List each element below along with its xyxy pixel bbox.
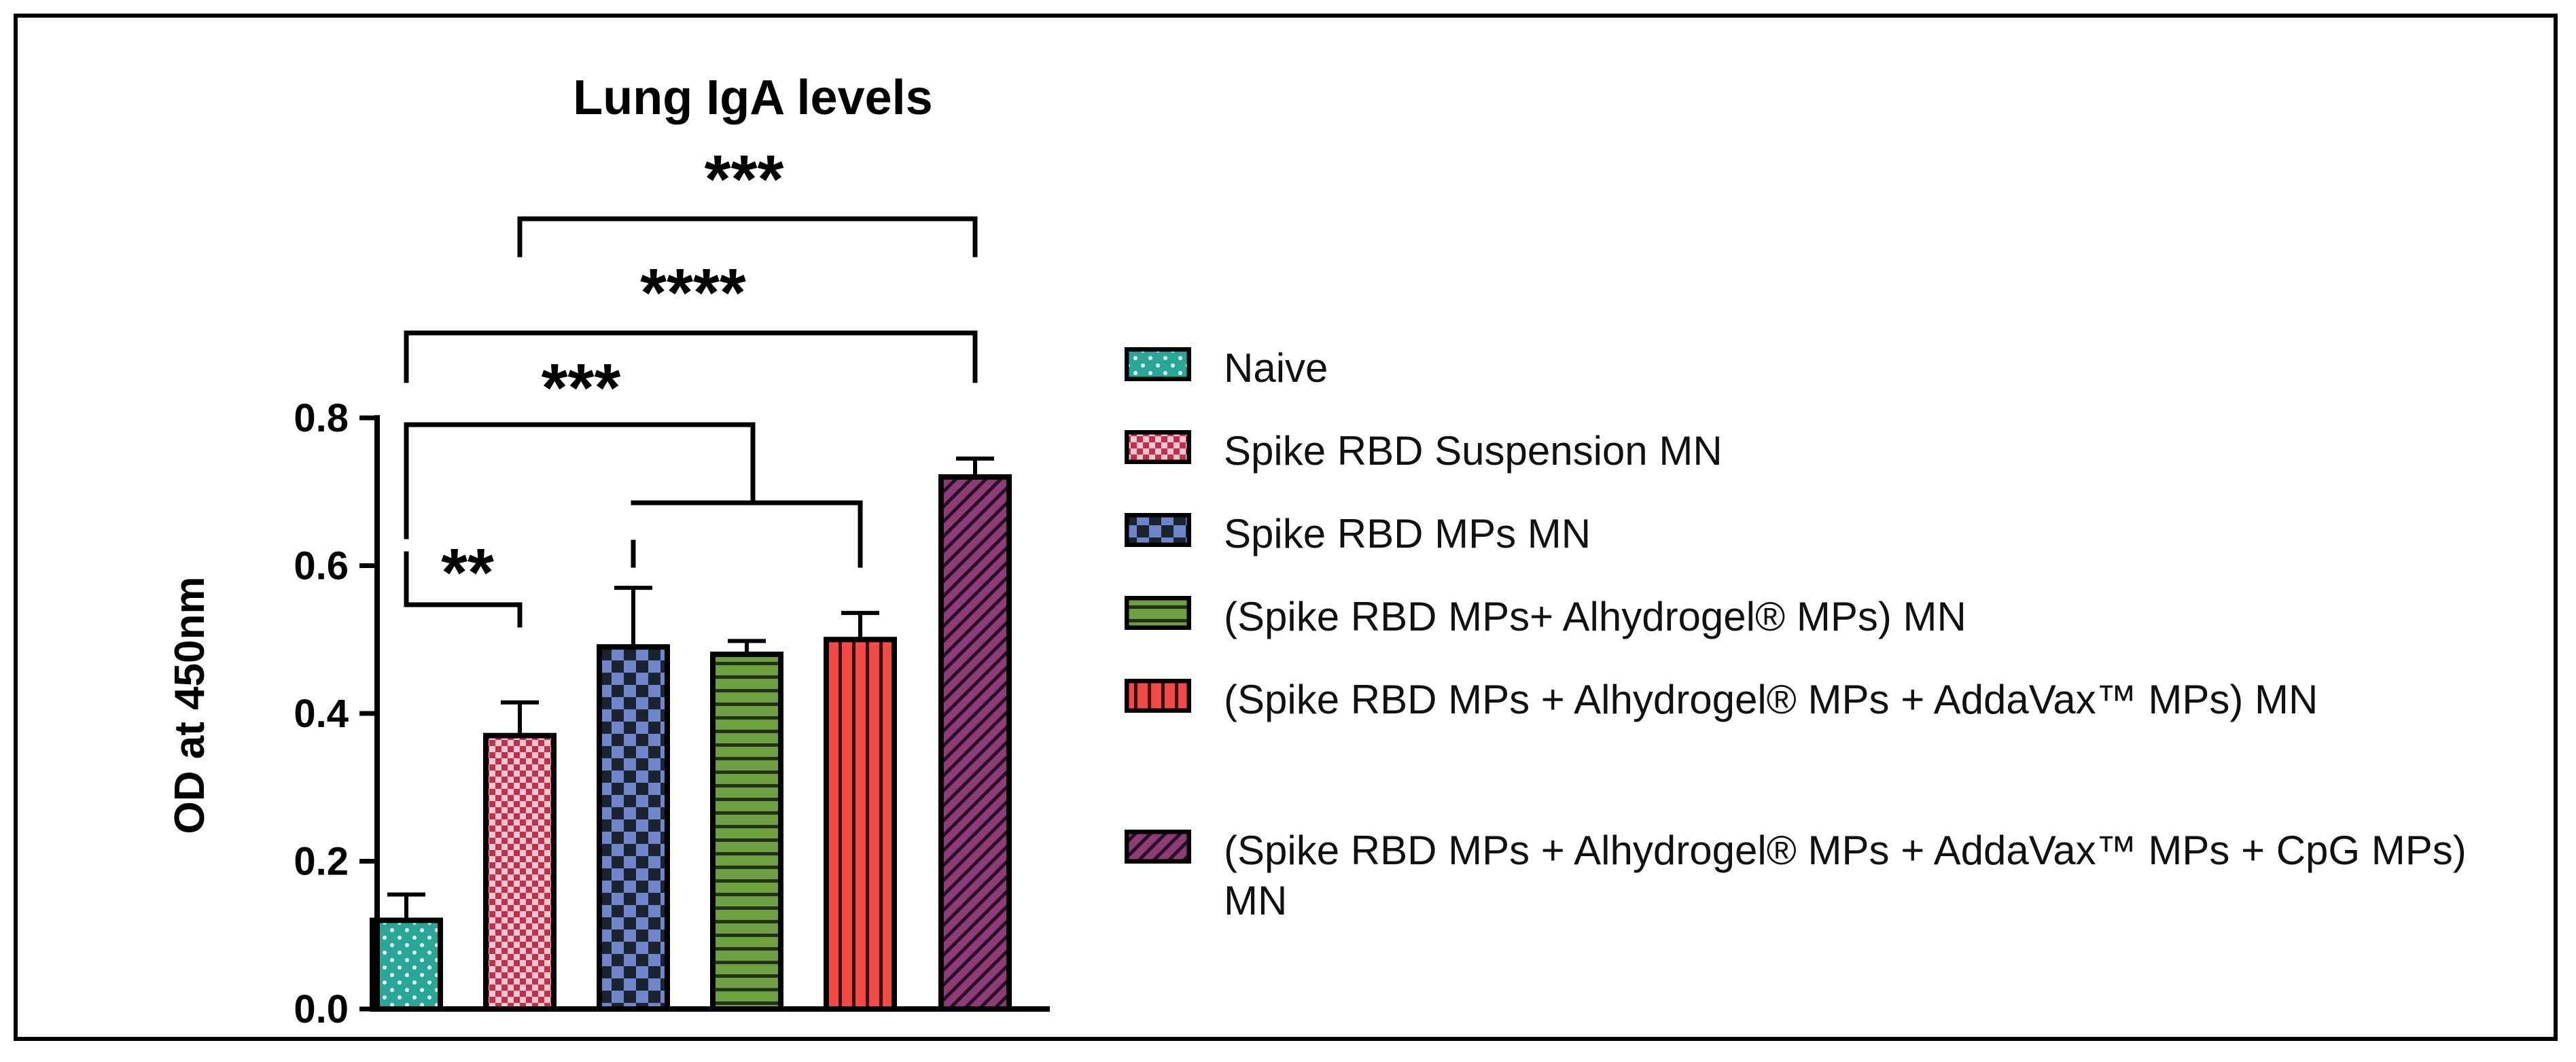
y-tick-label: 0.0 xyxy=(294,987,349,1031)
bar xyxy=(483,732,557,1012)
legend-swatch xyxy=(1125,830,1191,864)
legend-item: (Spike RBD MPs + Alhydrogel® MPs + AddaV… xyxy=(1125,826,2501,926)
legend-label: Naive xyxy=(1224,345,1328,391)
legend-item: (Spike RBD MPs+ Alhydrogel® MPs) MN xyxy=(1125,592,2501,642)
legend-label: Spike RBD MPs MN xyxy=(1224,511,1591,556)
bar xyxy=(938,474,1012,1012)
significance-label: **** xyxy=(640,255,746,331)
chart-title: Lung IgA levels xyxy=(573,71,932,125)
bar xyxy=(824,637,897,1012)
legend-item: Spike RBD MPs MN xyxy=(1125,509,2501,559)
significance-brackets: ************ xyxy=(404,141,978,628)
legend-item: Spike RBD Suspension MN xyxy=(1125,426,2501,476)
bars xyxy=(370,456,1012,1012)
legend-label: (Spike RBD MPs + Alhydrogel® MPs + AddaV… xyxy=(1224,828,2467,923)
y-tick-label: 0.8 xyxy=(294,396,349,440)
y-axis-label: OD at 450nm xyxy=(166,576,213,834)
y-tick-label: 0.2 xyxy=(294,840,349,884)
significance-label: *** xyxy=(705,141,784,217)
significance-label: *** xyxy=(542,350,621,426)
legend-label: (Spike RBD MPs+ Alhydrogel® MPs) MN xyxy=(1224,594,1966,639)
legend-swatch xyxy=(1125,347,1191,381)
legend-swatch xyxy=(1125,430,1191,464)
legend-swatch xyxy=(1125,596,1191,630)
legend-item: (Spike RBD MPs + Alhydrogel® MPs + AddaV… xyxy=(1125,675,2501,725)
bar xyxy=(710,652,783,1012)
legend-label: Spike RBD Suspension MN xyxy=(1224,428,1723,474)
legend-swatch xyxy=(1125,679,1191,713)
y-tick-label: 0.4 xyxy=(294,692,349,736)
bar xyxy=(370,917,443,1012)
legend-item: Naive xyxy=(1125,343,2501,393)
significance-label: ** xyxy=(441,535,494,611)
y-axis: 0.0 0.2 0.4 0.6 0.8 xyxy=(294,396,1050,1031)
figure-frame xyxy=(14,14,2558,1041)
bar xyxy=(597,644,670,1012)
y-tick-label: 0.6 xyxy=(294,544,349,588)
legend-label: (Spike RBD MPs + Alhydrogel® MPs + AddaV… xyxy=(1224,677,2318,722)
legend-swatch xyxy=(1125,513,1191,547)
